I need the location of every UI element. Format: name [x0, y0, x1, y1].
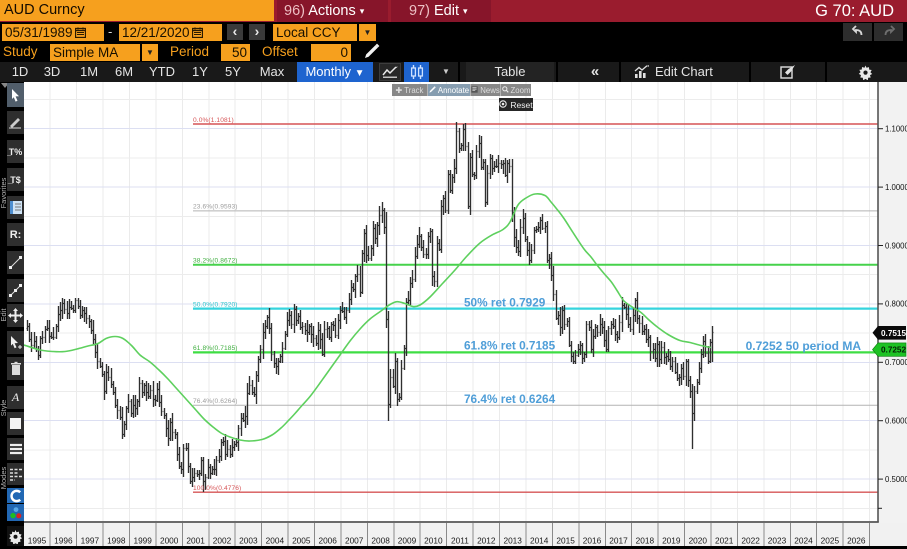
svg-text:38.2%(0.8672): 38.2%(0.8672) — [193, 258, 238, 265]
svg-text:2005: 2005 — [292, 536, 311, 546]
svg-text:2024: 2024 — [794, 536, 813, 546]
svg-text:2003: 2003 — [239, 536, 258, 546]
svg-text:76.4% ret 0.6264: 76.4% ret 0.6264 — [464, 392, 556, 406]
svg-text:1995: 1995 — [28, 536, 47, 546]
svg-text:2012: 2012 — [477, 536, 496, 546]
svg-text:0.7515: 0.7515 — [881, 329, 906, 338]
svg-text:0.8000: 0.8000 — [885, 300, 907, 309]
svg-text:1.0000: 1.0000 — [885, 183, 907, 192]
svg-text:61.8% ret 0.7185: 61.8% ret 0.7185 — [464, 339, 556, 353]
svg-text:2001: 2001 — [186, 536, 205, 546]
svg-text:0.0%(1.1081): 0.0%(1.1081) — [193, 117, 234, 124]
svg-text:2021: 2021 — [715, 536, 734, 546]
svg-text:23.6%(0.9593): 23.6%(0.9593) — [193, 204, 238, 211]
svg-text:0.9000: 0.9000 — [885, 241, 907, 250]
svg-text:2014: 2014 — [530, 536, 549, 546]
svg-text:2025: 2025 — [821, 536, 840, 546]
svg-text:2020: 2020 — [689, 536, 708, 546]
svg-text:0.6000: 0.6000 — [885, 417, 907, 426]
svg-text:2017: 2017 — [609, 536, 628, 546]
svg-text:2018: 2018 — [636, 536, 655, 546]
svg-text:1996: 1996 — [54, 536, 73, 546]
svg-text:2013: 2013 — [503, 536, 522, 546]
svg-text:2009: 2009 — [398, 536, 417, 546]
svg-text:2026: 2026 — [847, 536, 866, 546]
svg-text:2023: 2023 — [768, 536, 787, 546]
svg-text:100.0%(0.4776): 100.0%(0.4776) — [193, 485, 241, 492]
svg-text:1998: 1998 — [107, 536, 126, 546]
svg-text:2004: 2004 — [266, 536, 285, 546]
svg-text:2019: 2019 — [662, 536, 681, 546]
svg-text:2022: 2022 — [741, 536, 760, 546]
svg-text:2015: 2015 — [556, 536, 575, 546]
svg-text:2006: 2006 — [318, 536, 337, 546]
svg-text:61.8%(0.7185): 61.8%(0.7185) — [193, 345, 238, 352]
svg-text:0.5000: 0.5000 — [885, 475, 907, 484]
svg-text:0.7252: 0.7252 — [881, 346, 906, 355]
svg-text:50% ret 0.7929: 50% ret 0.7929 — [464, 296, 546, 310]
svg-text:2000: 2000 — [160, 536, 179, 546]
svg-text:1999: 1999 — [133, 536, 152, 546]
svg-text:2016: 2016 — [583, 536, 602, 546]
svg-text:1.1000: 1.1000 — [885, 125, 907, 134]
svg-text:0.7000: 0.7000 — [885, 358, 907, 367]
svg-text:0.7252 50 period MA: 0.7252 50 period MA — [746, 339, 862, 353]
svg-text:1997: 1997 — [81, 536, 100, 546]
svg-text:2007: 2007 — [345, 536, 364, 546]
svg-text:2010: 2010 — [424, 536, 443, 546]
svg-text:2011: 2011 — [451, 536, 469, 546]
svg-text:2008: 2008 — [371, 536, 390, 546]
svg-text:50.0%(0.7920): 50.0%(0.7920) — [193, 301, 238, 308]
svg-text:2002: 2002 — [213, 536, 232, 546]
svg-text:76.4%(0.6264): 76.4%(0.6264) — [193, 398, 238, 405]
